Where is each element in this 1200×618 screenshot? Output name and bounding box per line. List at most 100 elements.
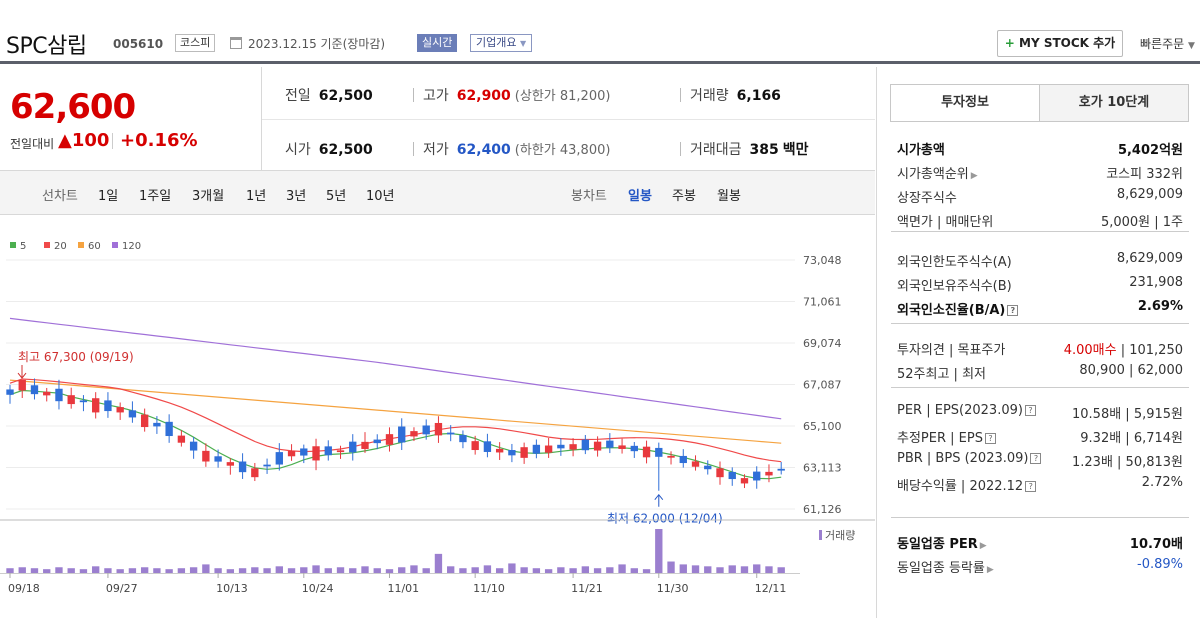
volume-bar bbox=[410, 565, 418, 573]
trade-amount-label: 거래대금 bbox=[690, 142, 742, 158]
help-icon[interactable]: ? bbox=[1024, 405, 1036, 416]
dropdown-caret-icon: ▼ bbox=[519, 39, 527, 48]
volume-bar bbox=[459, 568, 467, 573]
prev-close-label: 전일 bbox=[285, 88, 311, 104]
info-row: 동일업종 등락률 ▶ -0.89% bbox=[897, 555, 1183, 577]
legend-swatch bbox=[78, 242, 84, 248]
volume-legend-label: 거래량 bbox=[825, 529, 855, 542]
x-tick-label: 10/13 bbox=[216, 582, 248, 595]
stock-name: SPC삼립 bbox=[6, 34, 87, 59]
info-key: 외국인보유주식수(B) bbox=[897, 279, 1012, 294]
volume-bar bbox=[691, 565, 700, 573]
separator bbox=[413, 88, 414, 102]
info-key: PBR | BPS (2023.09)? bbox=[897, 451, 1042, 466]
period-3m[interactable]: 3개월 bbox=[192, 189, 225, 204]
candle-body bbox=[753, 471, 761, 481]
info-row: 외국인소진율(B/A)? 2.69% bbox=[897, 297, 1183, 319]
current-price-box: 62,600 전일대비 ▲100 +0.16% bbox=[0, 67, 262, 171]
volume-bar bbox=[495, 568, 504, 573]
separator bbox=[413, 142, 414, 156]
period-10y[interactable]: 10년 bbox=[366, 189, 395, 204]
candle-body bbox=[630, 445, 638, 452]
period-3y[interactable]: 3년 bbox=[286, 189, 307, 204]
period-1w[interactable]: 1주일 bbox=[139, 189, 172, 204]
volume-bar bbox=[398, 567, 406, 573]
info-key: 시가총액순위 ▶ bbox=[897, 167, 978, 182]
x-tick-label: 12/11 bbox=[755, 582, 787, 595]
info-row: 배당수익률 | 2022.12? 2.72% bbox=[897, 473, 1183, 495]
trade-amount-unit: 백만 bbox=[782, 142, 809, 158]
legend-swatch bbox=[10, 242, 16, 248]
candle-monthly[interactable]: 월봉 bbox=[717, 189, 741, 204]
open-value: 62,500 bbox=[318, 142, 373, 158]
candle-body bbox=[508, 450, 516, 456]
day-high-value: 62,900 bbox=[456, 88, 511, 104]
change-value: ▲100 bbox=[58, 130, 110, 151]
company-overview-button[interactable]: 기업개요 ▼ bbox=[470, 34, 533, 52]
volume-bar bbox=[300, 567, 308, 573]
high-arrow-head bbox=[17, 372, 27, 379]
volume-bar bbox=[275, 566, 283, 573]
volume-bar bbox=[667, 561, 675, 573]
help-icon[interactable]: ? bbox=[984, 433, 996, 444]
candle-weekly[interactable]: 주봉 bbox=[672, 189, 696, 204]
help-icon[interactable]: ? bbox=[1025, 481, 1037, 492]
info-row: PER | EPS(2023.09)? 10.58배 | 5,915원 bbox=[897, 401, 1183, 423]
volume-bar bbox=[520, 567, 528, 573]
info-tabs: 투자정보 호가 10단계 bbox=[890, 84, 1189, 122]
candle-body bbox=[43, 391, 51, 396]
volume-bar bbox=[361, 566, 369, 573]
investment-opinion: 4.00매수 bbox=[1063, 343, 1117, 358]
ma5-line bbox=[9, 389, 782, 480]
info-value: 8,629,009 bbox=[1116, 187, 1183, 202]
volume-bar bbox=[140, 567, 149, 573]
tab-investment-info[interactable]: 투자정보 bbox=[891, 85, 1039, 121]
period-1y[interactable]: 1년 bbox=[246, 189, 267, 204]
candle-body bbox=[483, 441, 492, 452]
info-row: 추정PER | EPS? 9.32배 | 6,714원 bbox=[897, 425, 1183, 447]
investment-info-panel: 투자정보 호가 10단계 시가총액 5,402억원 시가총액순위 ▶ 코스피 332위 상… bbox=[876, 67, 1200, 618]
candle-body bbox=[471, 441, 479, 451]
price-chart[interactable]: 5 20 60 120 73,048 71,061 69,074 67,087 65,100 63… bbox=[0, 216, 875, 618]
arrow-right-icon[interactable]: ▶ bbox=[986, 565, 994, 575]
volume-bar bbox=[630, 568, 638, 573]
candle-body bbox=[177, 435, 186, 443]
candle-body bbox=[202, 450, 210, 462]
volume-bar bbox=[422, 568, 430, 573]
arrow-right-icon[interactable]: ▶ bbox=[970, 171, 978, 181]
add-my-stock-button[interactable]: + MY STOCK 추가 bbox=[997, 30, 1123, 57]
info-key: 52주최고 | 최저 bbox=[897, 367, 986, 382]
volume-bar bbox=[679, 564, 687, 573]
company-overview-label: 기업개요 bbox=[476, 36, 517, 49]
target-price: | 101,250 bbox=[1116, 343, 1183, 358]
info-row: 동일업종 PER ▶ 10.70배 bbox=[897, 531, 1183, 553]
quick-order-button[interactable]: 빠른주문 ▼ bbox=[1140, 35, 1195, 52]
volume: 거래량 6,166 bbox=[690, 85, 781, 105]
candle-body bbox=[434, 422, 443, 436]
info-key: 액면가 | 매매단위 bbox=[897, 215, 994, 230]
open-price: 시가 62,500 bbox=[285, 139, 373, 159]
candle-daily[interactable]: 일봉 bbox=[628, 189, 652, 204]
tab-order-book[interactable]: 호가 10단계 bbox=[1039, 85, 1188, 121]
volume-bar bbox=[593, 568, 602, 573]
change-label: 전일대비 bbox=[10, 137, 55, 151]
realtime-button[interactable]: 실시간 bbox=[417, 34, 458, 52]
help-icon[interactable]: ? bbox=[1030, 453, 1042, 464]
y-tick-label: 65,100 bbox=[803, 420, 842, 433]
x-tick-label: 11/10 bbox=[473, 582, 505, 595]
volume-bar bbox=[508, 563, 516, 573]
candle-body bbox=[557, 444, 565, 449]
candle-body bbox=[128, 410, 137, 418]
help-icon[interactable]: ? bbox=[1007, 305, 1019, 316]
period-5y[interactable]: 5년 bbox=[326, 189, 347, 204]
candle-body bbox=[667, 455, 675, 458]
separator bbox=[680, 142, 681, 156]
volume-bar bbox=[43, 569, 51, 573]
arrow-right-icon[interactable]: ▶ bbox=[979, 541, 987, 551]
candle-body bbox=[544, 445, 553, 453]
period-1d[interactable]: 1일 bbox=[98, 189, 119, 204]
y-tick-label: 63,113 bbox=[803, 462, 842, 475]
info-value: 1.23배 | 50,813원 bbox=[1072, 455, 1183, 470]
info-key: 외국인소진율(B/A)? bbox=[897, 299, 1019, 318]
volume-bar bbox=[128, 568, 137, 573]
